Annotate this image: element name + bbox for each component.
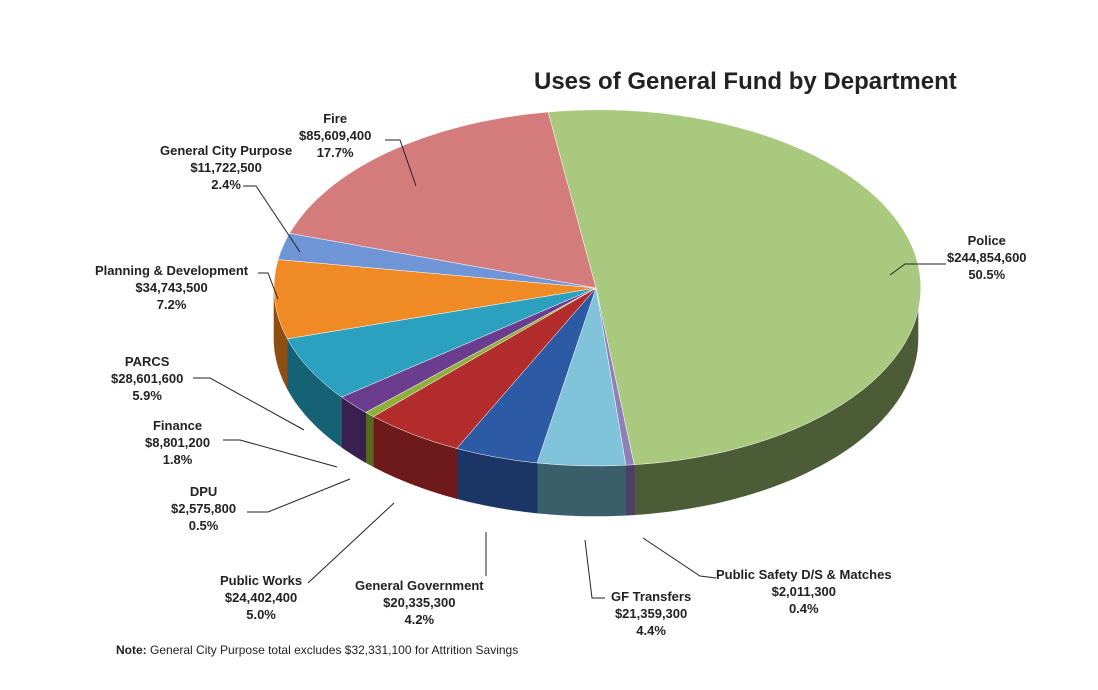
pie-side-walls <box>273 287 919 517</box>
leader-lines <box>193 139 946 599</box>
chart-title: Uses of General Fund by Department <box>534 68 957 95</box>
label-police: Police $244,854,600 50.5% <box>947 233 1027 282</box>
leader-finance <box>223 439 338 468</box>
label-gf-transfers: GF Transfers $21,359,300 4.4% <box>611 589 692 638</box>
leader-planning-development <box>258 272 279 300</box>
leader-fire <box>385 139 417 187</box>
label-general-city-purpose: General City Purpose $11,722,500 2.4% <box>160 143 293 192</box>
side-dpu <box>365 411 374 468</box>
leader-police <box>889 263 946 276</box>
leader-gf-transfers <box>584 539 605 599</box>
label-fire: Fire $85,609,400 17.7% <box>299 111 372 160</box>
side-public-safety-d-s-matches <box>625 464 635 516</box>
leader-dpu <box>247 478 351 513</box>
label-finance: Finance $8,801,200 1.8% <box>145 418 211 467</box>
pie-top-slices <box>273 109 922 467</box>
footnote: Note: General City Purpose total exclude… <box>116 643 518 657</box>
side-gf-transfers <box>536 462 627 517</box>
slice-fire <box>289 111 597 289</box>
leader-public-works <box>307 502 395 584</box>
label-parcs: PARCS $28,601,600 5.9% <box>111 354 184 403</box>
footnote-text: General City Purpose total excludes $32,… <box>150 643 519 657</box>
label-dpu: DPU $2,575,800 0.5% <box>171 484 237 533</box>
label-general-government: General Government $20,335,300 4.2% <box>355 578 484 627</box>
leader-public-safety <box>642 537 717 579</box>
label-public-works: Public Works $24,402,400 5.0% <box>220 573 303 622</box>
label-planning-development: Planning & Development $34,743,500 7.2% <box>95 263 249 312</box>
footnote-prefix: Note: <box>116 643 147 657</box>
label-public-safety: Public Safety D/S & Matches $2,011,300 0.4… <box>716 567 892 616</box>
leader-general-city-purpose <box>243 185 301 253</box>
leader-parcs <box>193 377 305 431</box>
slice-planning-development <box>273 259 597 340</box>
